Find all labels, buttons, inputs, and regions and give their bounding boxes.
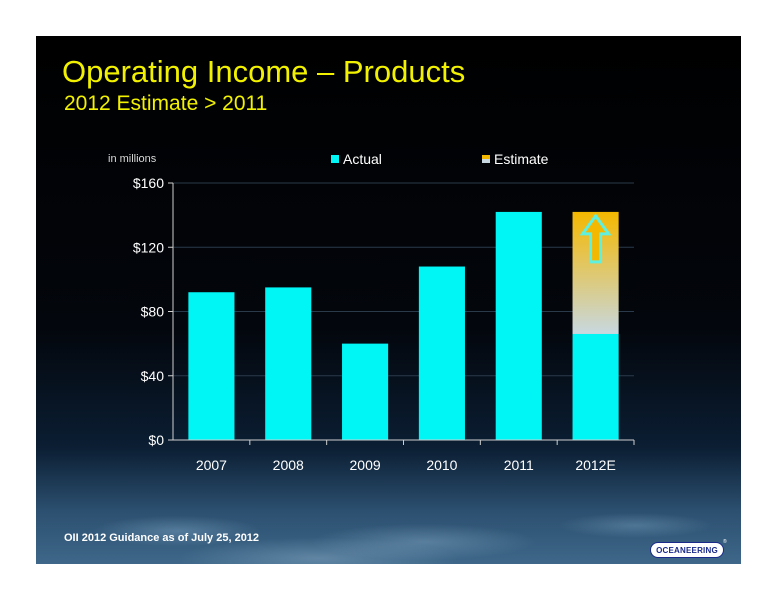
seafloor-background (36, 454, 741, 564)
x-tick-label: 2010 (426, 457, 457, 473)
x-tick-label: 2008 (273, 457, 304, 473)
footnote: OII 2012 Guidance as of July 25, 2012 (64, 532, 260, 544)
legend-actual: Actual (331, 151, 382, 167)
legend-estimate-swatch (482, 155, 490, 163)
y-tick-label: $120 (133, 239, 164, 255)
page-subtitle: 2012 Estimate > 2011 (64, 92, 268, 115)
y-tick-label: $40 (141, 368, 165, 384)
bar-actual-2009 (342, 343, 389, 440)
legend-actual-swatch (331, 155, 339, 163)
up-arrow-icon (579, 213, 612, 264)
page-title: Operating Income – Products (62, 54, 466, 89)
legend-estimate-label: Estimate (494, 151, 549, 167)
x-tick-label: 2009 (350, 457, 381, 473)
logo-text: OCEANEERING (656, 545, 718, 555)
units-note: in millions (108, 153, 157, 165)
legend-actual-label: Actual (343, 151, 382, 167)
bar-actual-2007 (188, 292, 235, 440)
y-tick-label: $0 (148, 432, 164, 448)
y-tick-label: $80 (141, 304, 165, 320)
x-tick-label: 2007 (196, 457, 227, 473)
bar-actual-2008 (265, 287, 312, 440)
bar-actual-2010 (418, 266, 465, 440)
logo-registered-mark: ® (723, 539, 727, 545)
y-tick-label: $160 (133, 175, 164, 191)
x-tick-label: 2011 (504, 457, 534, 473)
oceaneering-logo: OCEANEERING (650, 542, 724, 558)
bar-actual-2011 (495, 211, 542, 440)
bar-chart: $0 $40 $80 $120 $160 2007 2008 2009 2010 2011 2012… (133, 175, 635, 473)
slide: Operating Income – Products 2012 Estimat… (36, 36, 741, 564)
bar-actual-2012E (572, 333, 619, 440)
legend-estimate: Estimate (482, 151, 548, 167)
x-tick-label: 2012E (575, 457, 615, 473)
